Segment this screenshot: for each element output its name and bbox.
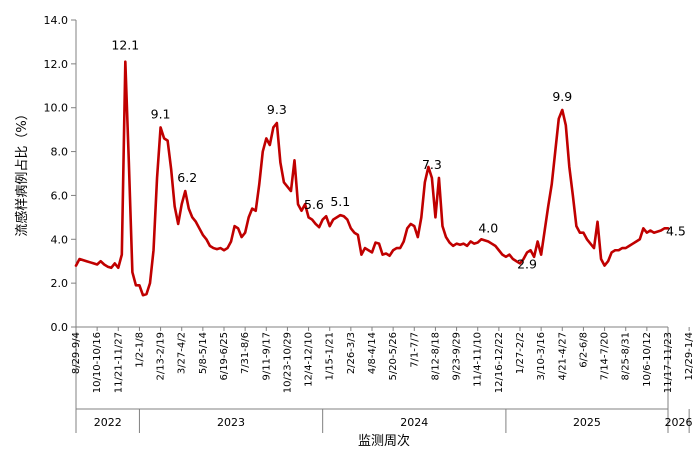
x-tick-label: 8/29-9/4	[71, 332, 82, 374]
year-label: 2022	[94, 416, 122, 429]
x-tick-label: 10/10-10/16	[92, 332, 103, 393]
year-label: 2023	[217, 416, 245, 429]
y-tick-label: 8.0	[51, 146, 69, 159]
x-tick-label: 12/16-12/22	[494, 332, 505, 393]
series-layer	[74, 60, 670, 297]
data-label: 4.5	[666, 224, 686, 239]
x-tick-label: 5/8-5/14	[198, 332, 209, 374]
y-axis-title: 流感样病例占比（%）	[14, 107, 30, 236]
x-tick-label: 3/10-3/16	[536, 332, 547, 381]
y-tick-label: 6.0	[51, 189, 69, 202]
data-label: 6.2	[177, 170, 197, 185]
year-label: 2024	[400, 416, 428, 429]
data-label: 4.0	[478, 220, 498, 235]
x-tick-label: 11/17-11/23	[663, 332, 674, 393]
x-tick-label: 12/4-12/10	[304, 332, 315, 387]
y-tick-label: 2.0	[51, 277, 69, 290]
x-tick-label: 1/15-1/21	[325, 332, 336, 381]
y-axis: 0.0 2.0 4.0 6.0 8.0 10.0 12.0 14.0	[44, 14, 77, 334]
x-tick-label: 6/2-6/8	[578, 332, 589, 368]
x-tick-label: 3/27-4/2	[177, 332, 188, 374]
year-label: 2025	[573, 416, 601, 429]
x-tick-label: 4/21-4/27	[557, 332, 568, 381]
x-tick-label: 7/31-8/6	[240, 332, 251, 374]
y-tick-label: 14.0	[44, 14, 69, 27]
x-tick-label: 11/4-11/10	[473, 332, 484, 387]
x-tick-label: 7/1-7/7	[409, 332, 420, 368]
x-tick-label: 8/25-8/31	[621, 332, 632, 381]
x-axis: 8/29-9/4 10/10-10/16 11/21-11/27 1/2-1/8 2/1…	[71, 326, 695, 433]
data-label: 9.9	[552, 89, 572, 104]
x-axis-title: 监测周次	[358, 433, 410, 449]
x-tick-label: 6/19-6/25	[219, 332, 230, 381]
data-label: 9.1	[151, 106, 171, 121]
x-tick-label: 4/8-4/14	[367, 332, 378, 374]
x-tick-label: 1/2-1/8	[134, 332, 145, 368]
y-tick-label: 0.0	[51, 321, 69, 334]
x-tick-label: 1/27-2/2	[515, 332, 526, 374]
x-tick-label: 10/23-10/29	[282, 332, 293, 393]
series-line	[74, 60, 670, 297]
x-tick-label: 7/14-7/20	[600, 332, 611, 381]
data-label: 9.3	[267, 102, 287, 117]
x-tick-label: 9/23-9/29	[452, 332, 463, 381]
x-tick-label: 8/12-8/18	[430, 332, 441, 381]
x-tick-label: 2/26-3/3	[346, 332, 357, 374]
x-tick-label: 12/29-1/4	[684, 332, 695, 381]
y-tick-label: 4.0	[51, 233, 69, 246]
data-label: 5.6	[304, 197, 324, 212]
x-tick-label: 5/20-5/26	[388, 332, 399, 381]
x-tick-label: 2/13-2/19	[156, 332, 167, 381]
y-tick-label: 10.0	[44, 102, 69, 115]
data-label: 2.9	[517, 256, 537, 271]
data-label: 7.3	[422, 157, 442, 172]
data-label: 5.1	[330, 194, 350, 209]
x-tick-label: 10/6-10/12	[642, 332, 653, 387]
y-tick-label: 12.0	[44, 58, 69, 71]
annotation-layer: 12.1 9.1 6.2 9.3 5.6 5.1 7.3 4.0 2.9 9.9 4.5	[111, 38, 685, 272]
x-tick-label: 9/11-9/17	[261, 332, 272, 381]
year-label: 2026	[665, 416, 693, 429]
data-label: 12.1	[111, 38, 139, 53]
x-tick-label: 11/21-11/27	[113, 332, 124, 393]
